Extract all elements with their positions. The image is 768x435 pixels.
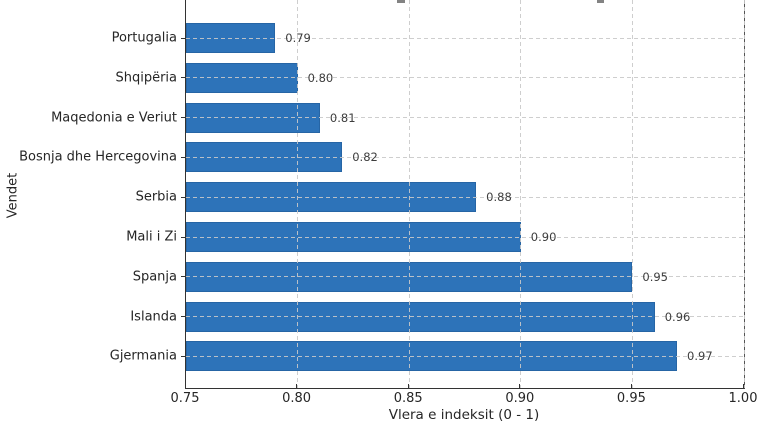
bar-value-label: 0.96 [664,309,691,324]
y-tick-mark [181,196,185,198]
category-label: Islanda [130,309,177,325]
y-tick-mark [181,77,185,79]
y-tick-mark [181,117,185,119]
x-tick-label: 0.95 [616,391,646,406]
y-gridline [186,236,744,238]
y-tick-mark [181,276,185,278]
plot-area: 0.79 0.80 0.81 0.82 0.88 0.90 0.95 0.96 0.97 [185,0,745,389]
y-gridline [186,156,744,158]
y-tick-mark [181,37,185,39]
x-tick-label: 1.00 [728,391,758,406]
category-label: Maqedonia e Veriut [51,110,177,126]
y-gridline [186,355,744,357]
y-gridline [186,37,744,39]
bar-value-label: 0.88 [486,190,512,205]
x-gridline [743,0,745,388]
category-label: Serbia [135,189,177,205]
category-label: Bosnja dhe Hercegovina [19,149,177,165]
category-label: Gjermania [109,348,177,364]
bar-value-label: 0.79 [285,31,311,45]
y-gridline [186,276,744,278]
x-tick-mark [630,384,632,388]
category-label: Shqipëria [115,70,177,86]
y-gridline [186,196,744,198]
y-tick-mark [181,316,185,318]
x-axis-label: Vlera e indeksit (0 - 1) [388,407,540,423]
category-label: Mali i Zi [126,229,177,245]
bar-value-label: 0.97 [687,349,713,364]
x-tick-mark [742,384,744,388]
x-gridline [297,0,299,388]
x-tick-mark [407,384,409,388]
clipped-title-fragment [597,0,604,3]
y-tick-mark [181,156,185,158]
bar-value-label: 0.90 [530,230,557,244]
x-tick-mark [519,384,521,388]
y-gridline [186,316,744,318]
x-tick-mark [184,384,186,388]
bar-value-label: 0.95 [642,269,668,284]
bar-value-label: 0.82 [352,150,378,165]
x-tick-label: 0.75 [170,391,200,406]
x-tick-mark [296,384,298,388]
x-gridline [408,0,410,388]
x-tick-label: 0.85 [393,391,423,406]
y-tick-mark [181,355,185,357]
y-gridline [186,77,744,79]
x-gridline [520,0,522,388]
x-tick-label: 0.80 [282,391,312,406]
bar-value-label: 0.80 [307,70,334,85]
y-tick-mark [181,236,185,238]
bar-value-label: 0.81 [329,110,356,125]
y-gridline [186,117,744,119]
x-gridline [631,0,633,388]
x-tick-label: 0.90 [505,391,535,406]
category-label: Spanja [132,269,177,285]
category-label: Portugalia [111,30,177,46]
clipped-title-fragment [397,0,405,3]
